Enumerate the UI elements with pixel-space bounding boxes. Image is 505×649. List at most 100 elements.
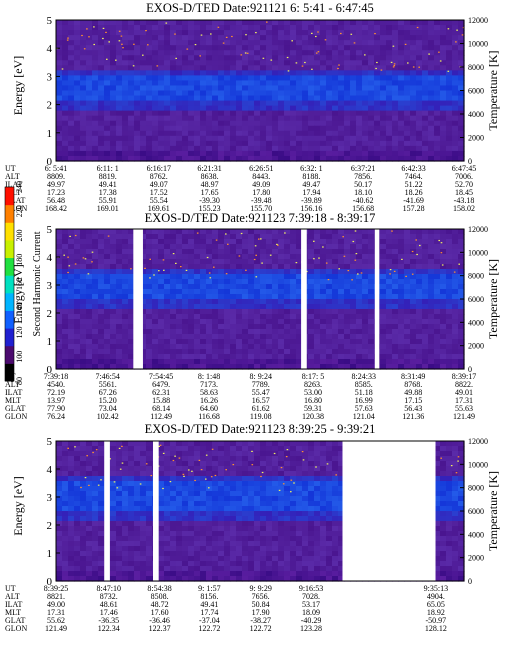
spectrogram-cell: [170, 70, 177, 76]
spectrogram-cell: [368, 90, 375, 97]
spectrogram-cell: [458, 491, 465, 497]
spectrogram-cell: [416, 334, 423, 340]
spectrogram-cell: [254, 329, 261, 335]
spectrogram-cell: [338, 145, 345, 152]
spectrogram-cell: [326, 244, 333, 250]
spectrogram-cell: [236, 451, 243, 457]
spectrogram-cell: [218, 239, 225, 245]
spectrogram-cell: [98, 294, 105, 300]
spectrogram-cell: [212, 456, 219, 462]
spectrogram-cell: [164, 150, 171, 157]
spectrogram-cell: [278, 50, 285, 56]
spectrogram-cell: [158, 35, 165, 41]
spectrogram-cell: [104, 155, 111, 162]
y-tick-label: 4: [47, 43, 53, 55]
spectrogram-noise: [354, 230, 357, 232]
spectrogram-cell: [194, 115, 201, 122]
spectrogram-cell: [254, 359, 261, 365]
spectrogram-cell: [356, 234, 363, 240]
spectrogram-cell: [98, 491, 105, 497]
orbit-value: 8:39:17: [452, 372, 476, 381]
spectrogram-cell: [392, 254, 399, 260]
spectrogram-noise: [225, 36, 228, 38]
spectrogram-cell: [80, 30, 87, 36]
spectrogram-cell: [164, 309, 171, 315]
spectrogram-cell: [338, 25, 345, 31]
spectrogram-cell: [362, 135, 369, 142]
spectrogram-cell: [422, 274, 429, 280]
spectrogram-cell: [458, 486, 465, 492]
spectrogram-cell: [80, 451, 87, 457]
spectrogram-cell: [230, 20, 237, 26]
spectrogram-cell: [236, 334, 243, 340]
spectrogram-cell: [338, 90, 345, 97]
spectrogram-cell: [344, 254, 351, 260]
spectrogram-cell: [158, 339, 165, 345]
spectrogram-cell: [350, 249, 357, 255]
spectrogram-cell: [98, 476, 105, 482]
spectrogram-cell: [176, 249, 183, 255]
spectrogram-cell: [248, 95, 255, 102]
spectrogram-cell: [308, 40, 315, 46]
spectrogram-cell: [200, 359, 207, 365]
spectrogram-cell: [362, 364, 369, 370]
spectrogram-cell: [116, 234, 123, 240]
spectrogram-cell: [140, 359, 147, 365]
spectrogram-cell: [62, 85, 69, 92]
spectrogram-cell: [260, 274, 267, 280]
spectrogram-cell: [428, 279, 435, 285]
spectrogram-noise: [317, 51, 320, 53]
spectrogram-cell: [176, 476, 183, 482]
spectrogram-cell: [368, 120, 375, 127]
spectrogram-cell: [182, 55, 189, 61]
spectrogram-cell: [86, 324, 93, 330]
spectrogram-cell: [230, 269, 237, 275]
spectrogram-cell: [440, 229, 447, 235]
spectrogram-cell: [452, 234, 459, 240]
spectrogram-cell: [422, 120, 429, 127]
spectrogram-cell: [122, 20, 129, 26]
spectrogram-cell: [74, 60, 81, 66]
spectrogram-cell: [422, 125, 429, 132]
spectrogram-cell: [122, 155, 129, 162]
spectrogram-cell: [392, 85, 399, 92]
spectrogram-cell: [320, 40, 327, 46]
spectrogram-cell: [452, 289, 459, 295]
spectrogram-cell: [386, 259, 393, 265]
spectrogram-cell: [230, 229, 237, 235]
spectrogram-cell: [206, 85, 213, 92]
spectrogram-cell: [392, 70, 399, 76]
spectrogram-cell: [398, 319, 405, 325]
spectrogram-cell: [152, 130, 159, 137]
spectrogram-cell: [254, 130, 261, 137]
spectrogram-cell: [332, 234, 339, 240]
spectrogram-cell: [92, 130, 99, 137]
spectrogram-cell: [128, 446, 135, 452]
spectrogram-cell: [332, 344, 339, 350]
spectrogram-cell: [272, 446, 279, 452]
spectrogram-cell: [152, 20, 159, 26]
spectrogram-cell: [332, 339, 339, 345]
spectrogram-cell: [122, 35, 129, 41]
spectrogram-cell: [308, 344, 315, 350]
spectrogram-cell: [140, 40, 147, 46]
spectrogram-cell: [206, 294, 213, 300]
spectrogram-cell: [278, 354, 285, 360]
spectrogram-cell: [440, 314, 447, 320]
spectrogram-cell: [152, 304, 159, 310]
spectrogram-cell: [362, 65, 369, 71]
spectrogram-cell: [422, 269, 429, 275]
spectrogram-cell: [344, 90, 351, 97]
spectrogram-cell: [128, 274, 135, 280]
spectrogram-cell: [242, 284, 249, 290]
spectrogram-cell: [236, 319, 243, 325]
spectrogram-cell: [56, 85, 63, 92]
spectrogram-noise: [93, 43, 95, 46]
spectrogram-cell: [380, 60, 387, 66]
spectrogram-cell: [398, 140, 405, 147]
spectrogram-cell: [326, 45, 333, 51]
spectrogram-cell: [278, 65, 285, 71]
spectrogram-cell: [176, 130, 183, 137]
spectrogram-cell: [164, 476, 171, 482]
spectrogram-cell: [230, 279, 237, 285]
